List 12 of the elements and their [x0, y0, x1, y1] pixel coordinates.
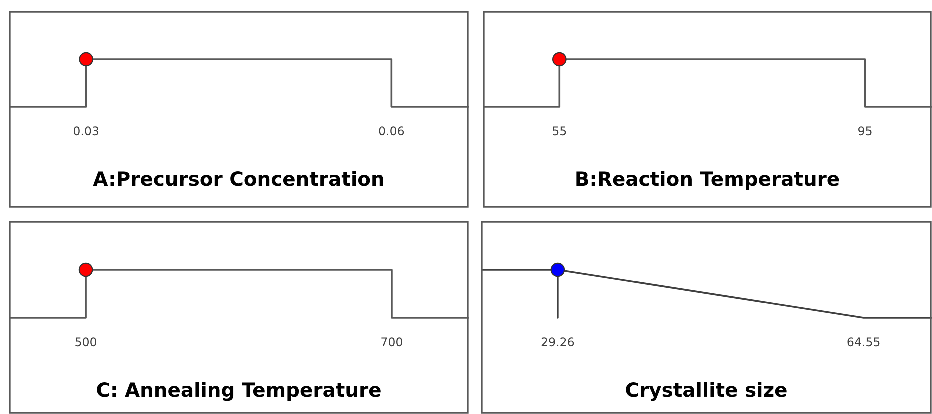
x-tick-label: 0.03 [74, 126, 99, 136]
x-tick-label: 55 [553, 126, 566, 136]
x-axis-title: Crystallite size [626, 382, 787, 402]
x-axis-title: A:Precursor Concentration [93, 171, 384, 186]
x-tick-label: 700 [382, 338, 402, 347]
x-tick-label: 29.26 [542, 338, 574, 347]
x-tick-label: 95 [858, 126, 872, 136]
x-tick-label: 500 [76, 338, 97, 347]
x-axis-title: B:Reaction Temperature [576, 171, 840, 190]
x-axis-title: C: Annealing Temperature [97, 382, 381, 402]
x-tick-label: 0.06 [379, 126, 404, 136]
x-tick-label: 64.55 [848, 338, 880, 347]
